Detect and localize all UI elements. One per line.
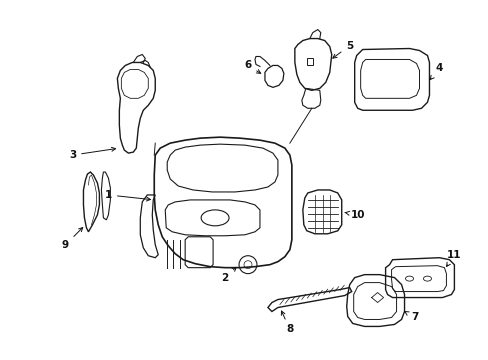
- Text: 5: 5: [332, 41, 353, 58]
- Text: 6: 6: [244, 60, 260, 73]
- Text: 2: 2: [221, 267, 236, 283]
- Text: 9: 9: [62, 228, 82, 250]
- Text: 7: 7: [404, 311, 417, 323]
- Text: 11: 11: [446, 250, 461, 266]
- Text: 1: 1: [104, 190, 150, 201]
- Text: 10: 10: [344, 210, 364, 220]
- Text: 3: 3: [69, 147, 115, 160]
- Text: 8: 8: [281, 311, 293, 334]
- Text: 4: 4: [429, 63, 442, 80]
